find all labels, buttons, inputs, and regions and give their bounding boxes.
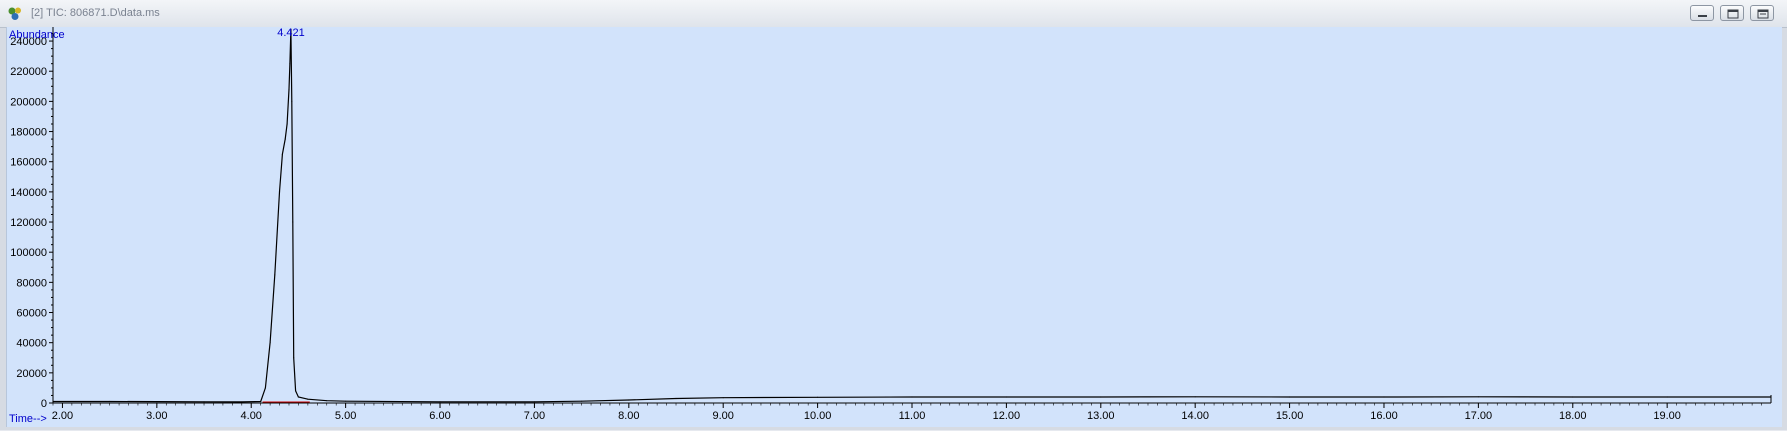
x-tick-label: 14.00: [1181, 410, 1209, 422]
trace-point: [290, 28, 292, 30]
y-tick-label: 140000: [10, 187, 47, 199]
restore-button[interactable]: [1720, 5, 1744, 21]
trace-point: [291, 100, 293, 102]
trace-point: [297, 396, 300, 398]
trace-point: [1770, 396, 1772, 398]
trace-point: [533, 401, 536, 403]
x-tick-label: 10.00: [804, 410, 832, 422]
x-tick-label: 9.00: [712, 410, 733, 422]
y-tick-label: 60000: [16, 308, 47, 320]
x-tick-label: 17.00: [1465, 410, 1493, 422]
y-axis-label: Abundance: [9, 29, 65, 41]
trace-point: [52, 400, 54, 403]
chemstation-app-icon: [8, 7, 21, 20]
x-tick-label: 16.00: [1370, 410, 1398, 422]
trace-point: [289, 63, 291, 65]
trace-point: [294, 390, 297, 392]
peak-label: 4.421: [277, 27, 305, 39]
trace-point: [1005, 396, 1007, 398]
x-tick-label: 4.00: [241, 410, 262, 422]
y-tick-label: 100000: [10, 247, 47, 259]
window-titlebar[interactable]: [2] TIC: 806871.D\data.ms: [0, 0, 1787, 28]
x-tick-label: 8.00: [618, 410, 639, 422]
trace-point: [156, 401, 158, 403]
x-tick-label: 7.00: [524, 410, 545, 422]
close-button[interactable]: [1750, 5, 1774, 21]
x-axis: 2.00 3.00 4.00 5.00 6.00 7.00 8.00 9.00 10.00 11.…: [52, 395, 1772, 422]
trace-point: [1477, 396, 1479, 398]
y-tick-label: 220000: [10, 66, 47, 78]
y-tick-label: 0: [41, 398, 47, 410]
x-tick-label: 18.00: [1559, 410, 1587, 422]
y-axis: 0 20000 40000 60000 80000 100000 120000 140000 1…: [10, 27, 54, 410]
x-tick-label: 5.00: [335, 410, 356, 422]
trace-point: [1194, 396, 1196, 398]
trace-point: [345, 400, 347, 402]
trace-point: [286, 123, 288, 125]
y-tick-label: 120000: [10, 217, 47, 229]
y-tick-label: 40000: [16, 338, 47, 350]
x-tick-label: 6.00: [429, 410, 450, 422]
x-tick-label: 19.00: [1653, 410, 1681, 422]
chromatogram-plot[interactable]: 0 20000 40000 60000 80000 100000 120000 140000 1…: [6, 27, 1782, 427]
trace-point: [1383, 396, 1385, 398]
trace-point: [264, 387, 266, 389]
x-tick-label: 12.00: [993, 410, 1021, 422]
x-tick-label: 15.00: [1276, 410, 1304, 422]
trace-point: [281, 153, 283, 155]
trace-point: [722, 397, 724, 399]
trace-point: [628, 399, 630, 401]
trace-point: [274, 274, 276, 276]
x-tick-label: 2.00: [52, 410, 73, 422]
annotations: 4.421: [277, 27, 305, 39]
trace-point: [675, 397, 677, 400]
close-icon: [1757, 9, 1769, 19]
chromatogram-trace: [52, 28, 1772, 403]
y-tick-label: 200000: [10, 96, 47, 108]
chromatogram-chart: 0 20000 40000 60000 80000 100000 120000 140000 1…: [9, 27, 1772, 425]
trace-point: [269, 342, 271, 344]
trace-point: [1288, 396, 1291, 398]
trace-point: [260, 400, 262, 403]
window-title: [2] TIC: 806871.D\data.ms: [31, 7, 160, 19]
trace-point: [278, 191, 281, 193]
trace-point: [293, 357, 295, 359]
trace-point: [288, 88, 290, 90]
restore-icon: [1727, 9, 1739, 19]
trace-point: [326, 400, 328, 402]
trace-point: [203, 401, 205, 403]
trace-line-0: [53, 28, 1771, 403]
trace-point: [439, 401, 441, 403]
x-tick-label: 3.00: [146, 410, 167, 422]
minimize-button[interactable]: [1690, 5, 1714, 21]
y-tick-label: 80000: [16, 277, 47, 289]
y-tick-label: 160000: [10, 157, 47, 169]
trace-point: [1572, 396, 1574, 398]
trace-point: [911, 396, 913, 398]
trace-point: [1666, 396, 1668, 398]
x-tick-label: 11.00: [899, 410, 926, 422]
x-tick-label: 13.00: [1087, 410, 1115, 422]
trace-point: [307, 398, 309, 400]
minimize-icon: [1698, 15, 1707, 17]
trace-point: [817, 396, 819, 398]
trace-point: [241, 401, 243, 403]
trace-point: [109, 400, 111, 403]
trace-point: [284, 138, 286, 140]
y-tick-label: 20000: [16, 368, 47, 380]
y-tick-label: 180000: [10, 127, 47, 139]
trace-point: [1100, 396, 1102, 398]
trace-point: [581, 400, 583, 402]
trace-point: [292, 221, 294, 223]
y-tick-label: 240000: [10, 36, 47, 48]
x-axis-label: Time-->: [9, 413, 47, 425]
